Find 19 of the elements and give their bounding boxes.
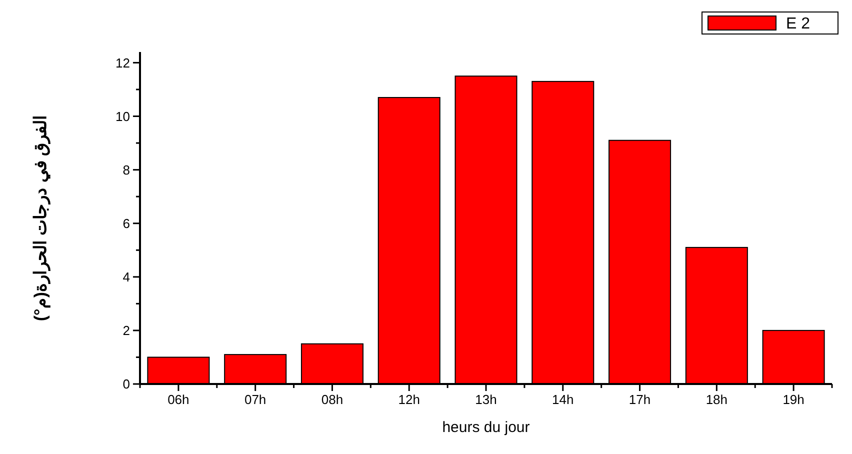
- x-tick-label: 19h: [782, 392, 804, 407]
- x-tick-label: 14h: [552, 392, 574, 407]
- x-tick-label: 18h: [706, 392, 728, 407]
- y-tick-label: 8: [122, 162, 130, 178]
- x-tick-label: 17h: [628, 392, 651, 407]
- x-tick-label: 12h: [398, 392, 420, 407]
- y-tick-label: 4: [122, 269, 130, 284]
- x-tick-label: 08h: [321, 392, 344, 407]
- y-tick-label: 0: [122, 376, 130, 392]
- y-axis-title: الفرق في درجات الحرارة(م°): [31, 114, 51, 322]
- y-tick-label: 10: [116, 108, 130, 124]
- x-tick-label: 13h: [475, 392, 497, 407]
- x-tick-label: 07h: [244, 392, 266, 407]
- y-tick-label: 12: [116, 55, 130, 70]
- legend-label: E 2: [786, 16, 810, 33]
- y-tick-label: 6: [122, 216, 130, 231]
- x-axis-title: heurs du jour: [442, 419, 530, 436]
- y-tick-label: 2: [122, 323, 130, 338]
- x-tick-label: 06h: [168, 392, 190, 407]
